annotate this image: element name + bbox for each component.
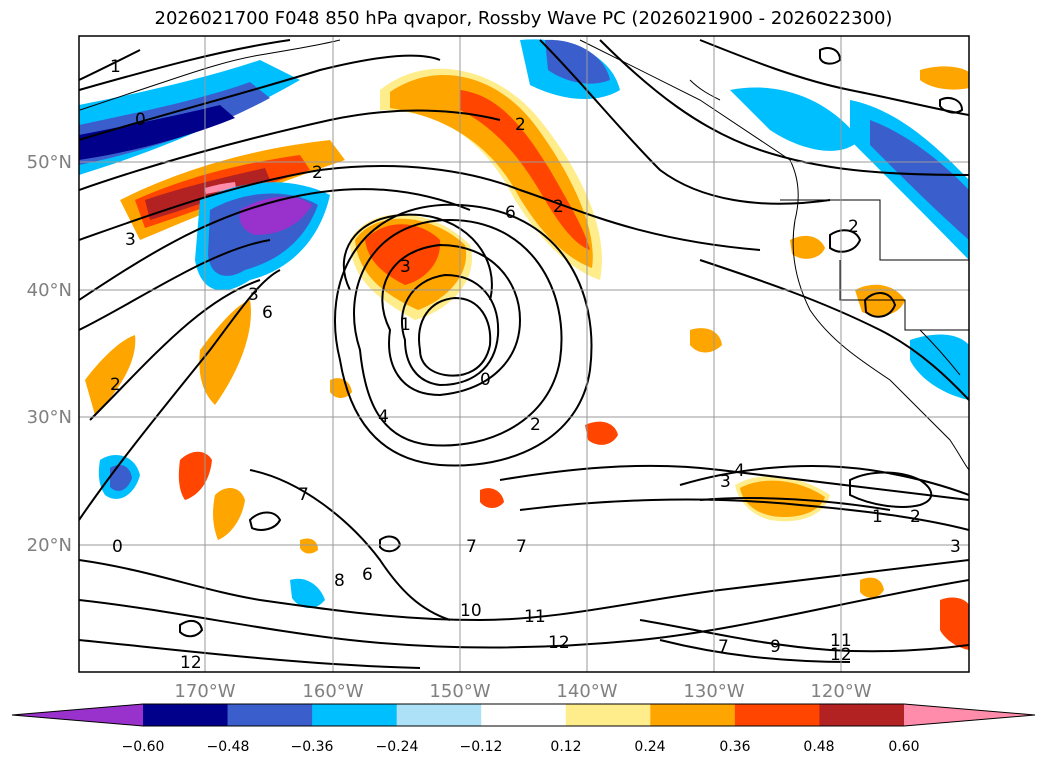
- colorbar-tick: 0.12: [550, 739, 581, 755]
- colorbar-extend-high: [904, 704, 1035, 726]
- lon-label-140w: 140°W: [556, 681, 617, 702]
- contour-label: 3: [400, 257, 411, 277]
- contour-label: 4: [734, 461, 745, 481]
- contour-value-labels: 1 0 2 3 2 6 3 3 1 2 0 2 4 2 0 7 6 6 8 7 …: [110, 57, 961, 673]
- map-title: 2026021700 F048 850 hPa qvapor, Rossby W…: [154, 8, 893, 29]
- contour-lines: [79, 39, 969, 669]
- lat-label-40n: 40°N: [27, 280, 72, 301]
- contour-label: 2: [848, 217, 859, 237]
- contour-label: 12: [830, 645, 852, 665]
- colorbar-segment: [650, 704, 736, 726]
- contour-label: 6: [362, 565, 373, 585]
- colorbar: [11, 703, 1036, 727]
- colorbar-segment: [734, 704, 820, 726]
- contour-label: 12: [180, 653, 202, 673]
- lon-label-160w: 160°W: [302, 681, 363, 702]
- lat-label-30n: 30°N: [27, 407, 72, 428]
- colorbar-segment: [143, 704, 229, 726]
- contour-label: 11: [830, 631, 852, 651]
- lon-label-130w: 130°W: [683, 681, 744, 702]
- lon-label-120w: 120°W: [810, 681, 871, 702]
- colorbar-tick: −0.48: [207, 739, 250, 755]
- contour-label: 2: [910, 507, 921, 527]
- contour-label: 6: [262, 303, 273, 323]
- colorbar-tick: 0.36: [719, 739, 750, 755]
- contour-label: 0: [135, 110, 146, 130]
- contour-label: 7: [466, 537, 477, 557]
- contour-label: 11: [524, 607, 546, 627]
- lat-label-20n: 20°N: [27, 535, 72, 556]
- colorbar-extend-low: [12, 704, 143, 726]
- colorbar-tick: −0.36: [291, 739, 334, 755]
- colorbar-tick: −0.24: [376, 739, 419, 755]
- lat-label-50n: 50°N: [27, 152, 72, 173]
- contour-label: 7: [298, 485, 309, 505]
- colorbar-tick: 0.48: [803, 739, 834, 755]
- contour-label: 8: [334, 571, 345, 591]
- colorbar-tick: 0.24: [634, 739, 665, 755]
- contour-label: 3: [248, 285, 259, 305]
- contour-label: 1: [872, 507, 883, 527]
- contour-label: 9: [770, 637, 781, 657]
- colorbar-ticks: −0.60 −0.48 −0.36 −0.24 −0.12 0.12 0.24 …: [122, 739, 920, 755]
- colorbar-tick: −0.60: [122, 739, 165, 755]
- map-plot-area: 1 0 2 3 2 6 3 3 1 2 0 2 4 2 0 7 6 6 8 7 …: [79, 36, 969, 673]
- map-frame: [78, 35, 970, 673]
- contour-label: 10: [460, 601, 482, 621]
- contour-label: 1: [110, 57, 121, 77]
- coastlines: [79, 39, 969, 471]
- colorbar-segment: [565, 704, 651, 726]
- colorbar-segment: [312, 704, 398, 726]
- contour-label: 6: [505, 203, 516, 223]
- longitude-axis: 170°W 160°W 150°W 140°W 130°W 120°W: [174, 681, 871, 702]
- colorbar-tick: −0.12: [460, 739, 503, 755]
- lat-lon-grid: [79, 36, 969, 672]
- contour-label: 2: [553, 197, 564, 217]
- latitude-axis: 50°N 40°N 30°N 20°N: [27, 152, 72, 556]
- colorbar-tick: 0.60: [888, 739, 919, 755]
- contour-label: 4: [378, 407, 389, 427]
- colorbar-segment: [819, 704, 905, 726]
- colorbar-segment: [396, 704, 482, 726]
- contour-label: 2: [110, 375, 121, 395]
- contour-label: 2: [312, 163, 323, 183]
- lon-label-150w: 150°W: [429, 681, 490, 702]
- contour-label: 7: [516, 537, 527, 557]
- colorbar-segment: [481, 704, 567, 726]
- contour-label: 3: [720, 472, 731, 492]
- contour-label: 3: [125, 230, 136, 250]
- colorbar-outline: [11, 703, 1036, 727]
- contour-label: 2: [530, 415, 541, 435]
- contour-label: 0: [480, 370, 491, 390]
- contour-label: 1: [400, 315, 411, 335]
- contour-label: 3: [950, 537, 961, 557]
- contour-label: 2: [515, 115, 526, 135]
- contour-label: 7: [718, 637, 729, 657]
- lon-label-170w: 170°W: [174, 681, 235, 702]
- colorbar-segment: [227, 704, 313, 726]
- contour-label: 0: [112, 537, 123, 557]
- contour-label: 12: [548, 633, 570, 653]
